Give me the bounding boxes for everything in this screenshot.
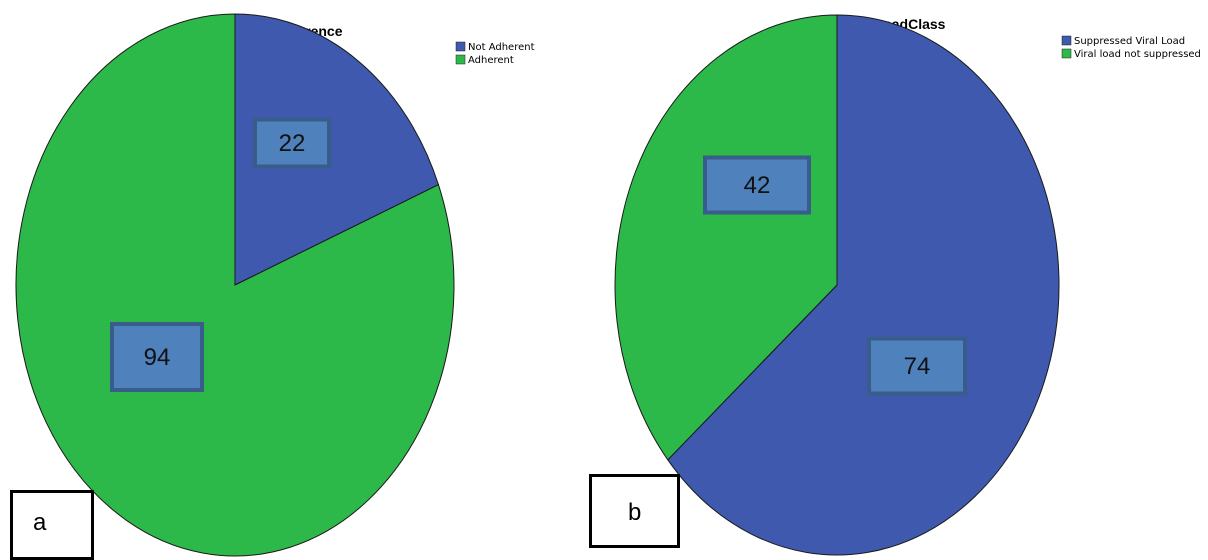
panel-label-text: a [33, 509, 47, 536]
data-label-adherent: 94 [110, 322, 204, 392]
legend-swatch-not-adherent [455, 41, 466, 52]
pie-slices [15, 13, 455, 557]
legend-swatch-not-suppressed [1061, 48, 1072, 59]
data-label-value: 74 [904, 353, 931, 380]
data-label-box [110, 322, 204, 392]
data-label-not-adherent: 22 [253, 117, 331, 169]
data-label-box [253, 117, 331, 169]
legend-label-not-suppressed: Viral load not suppressed [1074, 49, 1201, 60]
data-label-value: 94 [144, 344, 171, 371]
data-label-box [703, 155, 811, 215]
legend: Suppressed Viral Load Viral load not sup… [1061, 35, 1201, 60]
pie-slice-viral-load-not-suppressed [614, 14, 838, 461]
pie-slice-suppressed-viral-load [667, 14, 1060, 556]
legend-swatch-adherent [455, 54, 466, 65]
data-label-value: 42 [744, 172, 771, 199]
legend-swatch-suppressed [1061, 35, 1072, 46]
legend-label-suppressed: Suppressed Viral Load [1074, 36, 1185, 47]
data-label-suppressed-viral-load: 74 [867, 336, 967, 396]
panel-label-b: b [589, 474, 680, 548]
data-labels: 74 42 [703, 155, 967, 396]
legend-label-adherent: Adherent [468, 55, 514, 66]
pie-slices [614, 14, 1060, 556]
data-label-value: 22 [279, 130, 306, 157]
legend: Not Adherent Adherent [455, 41, 535, 66]
legend-label-not-adherent: Not Adherent [468, 42, 535, 53]
pie-slice-adherent [15, 13, 455, 557]
panel-label-a: a [10, 490, 94, 560]
data-labels: 22 94 [110, 117, 331, 392]
data-label-box [867, 336, 967, 396]
panel-label-text: b [628, 499, 642, 526]
data-label-viral-load-not-suppressed: 42 [703, 155, 811, 215]
pie-slice-not-adherent [234, 13, 440, 286]
